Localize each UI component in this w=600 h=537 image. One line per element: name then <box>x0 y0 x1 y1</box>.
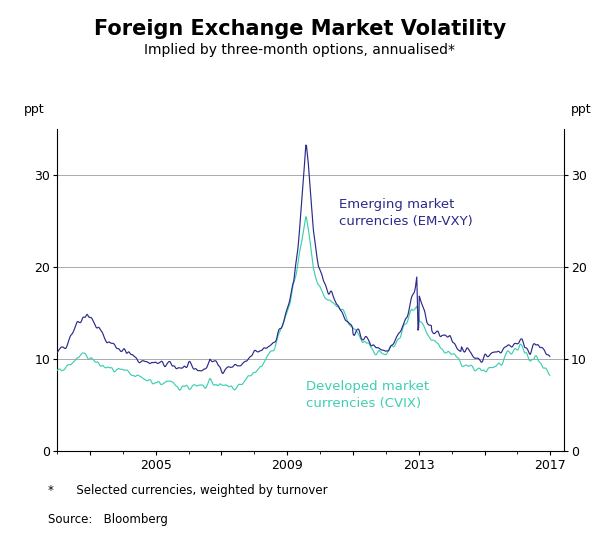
Text: Source:   Bloomberg: Source: Bloomberg <box>48 513 168 526</box>
Text: Developed market
currencies (CVIX): Developed market currencies (CVIX) <box>307 380 430 410</box>
Text: ppt: ppt <box>571 103 592 116</box>
Text: Implied by three-month options, annualised*: Implied by three-month options, annualis… <box>145 43 455 57</box>
Text: Emerging market
currencies (EM-VXY): Emerging market currencies (EM-VXY) <box>339 198 473 228</box>
Text: ppt: ppt <box>24 103 44 116</box>
Text: Foreign Exchange Market Volatility: Foreign Exchange Market Volatility <box>94 19 506 39</box>
Text: *      Selected currencies, weighted by turnover: * Selected currencies, weighted by turno… <box>48 484 328 497</box>
